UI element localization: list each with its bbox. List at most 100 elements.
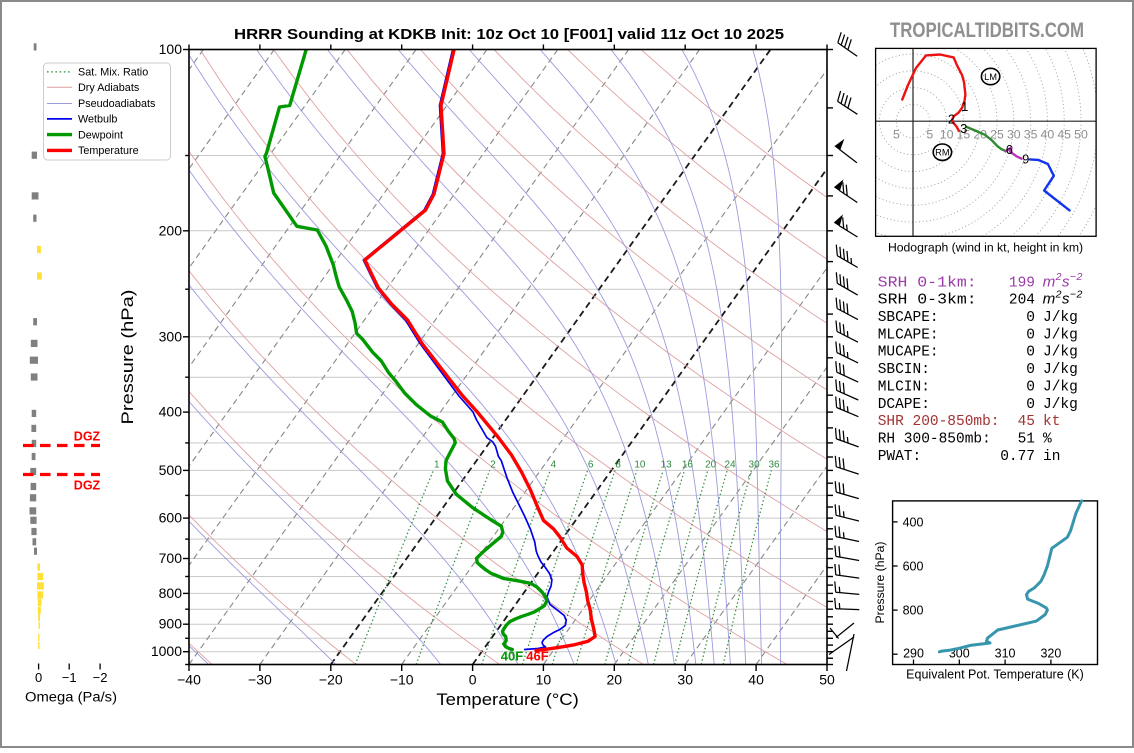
svg-text:0: 0 (1026, 345, 1035, 361)
svg-text:0: 0 (1026, 327, 1035, 343)
svg-text:DGZ: DGZ (74, 479, 101, 493)
svg-text:1: 1 (434, 460, 440, 471)
svg-text:−40: −40 (177, 672, 201, 688)
svg-text:%: % (1043, 432, 1052, 448)
svg-text:DCAPE:: DCAPE: (878, 397, 930, 413)
svg-text:30: 30 (677, 672, 693, 688)
svg-text:50: 50 (819, 672, 835, 688)
svg-text:J/kg: J/kg (1043, 379, 1078, 395)
svg-text:Omega (Pa/s): Omega (Pa/s) (25, 690, 117, 705)
svg-text:1: 1 (961, 99, 968, 114)
svg-text:0.77: 0.77 (1000, 449, 1035, 465)
svg-text:Dry Adiabats: Dry Adiabats (78, 82, 140, 94)
svg-text:HRRR Sounding at KDKB Init: 10: HRRR Sounding at KDKB Init: 10z Oct 10 [… (234, 27, 784, 43)
svg-text:900: 900 (159, 616, 183, 632)
svg-text:800: 800 (903, 604, 924, 618)
svg-text:2: 2 (490, 460, 496, 471)
svg-text:20: 20 (607, 672, 623, 688)
svg-text:DGZ: DGZ (74, 430, 101, 444)
svg-text:16: 16 (682, 460, 694, 471)
svg-text:J/kg: J/kg (1043, 327, 1078, 343)
svg-text:600: 600 (903, 560, 924, 574)
svg-text:199: 199 (1009, 275, 1035, 291)
svg-text:Dewpoint: Dewpoint (78, 129, 123, 141)
svg-text:50: 50 (1074, 128, 1088, 142)
svg-text:6: 6 (588, 460, 594, 471)
svg-text:kt: kt (1043, 414, 1060, 430)
svg-text:5: 5 (893, 128, 900, 142)
svg-text:10: 10 (536, 672, 552, 688)
svg-text:36: 36 (768, 460, 780, 471)
svg-text:SRH 0-1km:: SRH 0-1km: (878, 275, 977, 291)
svg-text:−1: −1 (62, 670, 77, 685)
svg-text:Equivalent Pot. Temperature (K: Equivalent Pot. Temperature (K) (906, 668, 1084, 682)
svg-text:20: 20 (705, 460, 717, 471)
svg-text:−30: −30 (248, 672, 272, 688)
svg-text:0: 0 (1026, 397, 1035, 413)
svg-text:45: 45 (1057, 128, 1071, 142)
svg-text:Pseudoadiabats: Pseudoadiabats (78, 98, 156, 110)
svg-text:Temperature: Temperature (78, 145, 139, 157)
svg-text:TROPICALTIDBITS.COM: TROPICALTIDBITS.COM (890, 18, 1084, 42)
svg-text:J/kg: J/kg (1043, 362, 1078, 378)
svg-text:0: 0 (1026, 362, 1035, 378)
svg-text:2: 2 (948, 112, 955, 127)
svg-text:40F: 40F (501, 649, 523, 664)
svg-text:PWAT:: PWAT: (878, 449, 922, 465)
svg-text:100: 100 (159, 41, 183, 57)
svg-text:Pressure (hPa): Pressure (hPa) (873, 542, 887, 624)
svg-text:10: 10 (634, 460, 646, 471)
svg-text:Wetbulb: Wetbulb (78, 114, 117, 126)
svg-text:700: 700 (159, 550, 183, 566)
svg-text:310: 310 (995, 647, 1016, 661)
svg-text:400: 400 (159, 404, 183, 420)
svg-text:24: 24 (724, 460, 736, 471)
svg-text:MUCAPE:: MUCAPE: (878, 345, 939, 361)
svg-text:400: 400 (903, 515, 924, 529)
svg-text:RH 300-850mb:: RH 300-850mb: (878, 432, 991, 448)
svg-text:290: 290 (903, 647, 924, 661)
svg-text:600: 600 (159, 510, 183, 526)
svg-text:5: 5 (926, 128, 933, 142)
svg-text:1000: 1000 (151, 643, 182, 659)
svg-text:in: in (1043, 449, 1060, 465)
svg-text:30: 30 (749, 460, 761, 471)
svg-text:300: 300 (159, 328, 183, 344)
svg-text:SBCAPE:: SBCAPE: (878, 310, 939, 326)
svg-text:13: 13 (661, 460, 673, 471)
svg-text:J/kg: J/kg (1043, 397, 1078, 413)
svg-text:−10: −10 (390, 672, 414, 688)
svg-text:−20: −20 (319, 672, 343, 688)
svg-text:30: 30 (1007, 128, 1021, 142)
svg-text:J/kg: J/kg (1043, 310, 1078, 326)
svg-text:SBCIN:: SBCIN: (878, 362, 930, 378)
svg-text:8: 8 (615, 460, 621, 471)
svg-text:Temperature (°C): Temperature (°C) (436, 691, 579, 709)
svg-text:200: 200 (159, 222, 183, 238)
svg-text:Hodograph (wind in kt, height: Hodograph (wind in kt, height in km) (888, 241, 1083, 255)
svg-text:SHR 200-850mb:: SHR 200-850mb: (878, 414, 1000, 430)
svg-text:0: 0 (1026, 379, 1035, 395)
svg-text:RM: RM (935, 148, 949, 158)
svg-text:51: 51 (1018, 432, 1035, 448)
svg-text:Sat. Mix. Ratio: Sat. Mix. Ratio (78, 67, 148, 79)
svg-text:MLCIN:: MLCIN: (878, 379, 930, 395)
svg-text:−2: −2 (93, 670, 108, 685)
svg-text:3: 3 (960, 121, 967, 136)
svg-text:MLCAPE:: MLCAPE: (878, 327, 939, 343)
svg-text:0: 0 (35, 670, 42, 685)
svg-text:800: 800 (159, 585, 183, 601)
svg-text:0: 0 (469, 672, 477, 688)
svg-text:40: 40 (748, 672, 764, 688)
svg-text:10: 10 (940, 128, 954, 142)
svg-text:LM: LM (984, 72, 997, 82)
svg-text:204: 204 (1009, 293, 1035, 309)
svg-text:0: 0 (1026, 310, 1035, 326)
svg-text:Pressure (hPa): Pressure (hPa) (119, 290, 137, 425)
svg-text:40: 40 (1041, 128, 1055, 142)
svg-text:9: 9 (1022, 152, 1029, 167)
svg-text:46F: 46F (526, 649, 548, 664)
svg-text:45: 45 (1018, 414, 1035, 430)
svg-text:25: 25 (990, 128, 1004, 142)
svg-text:500: 500 (159, 462, 183, 478)
